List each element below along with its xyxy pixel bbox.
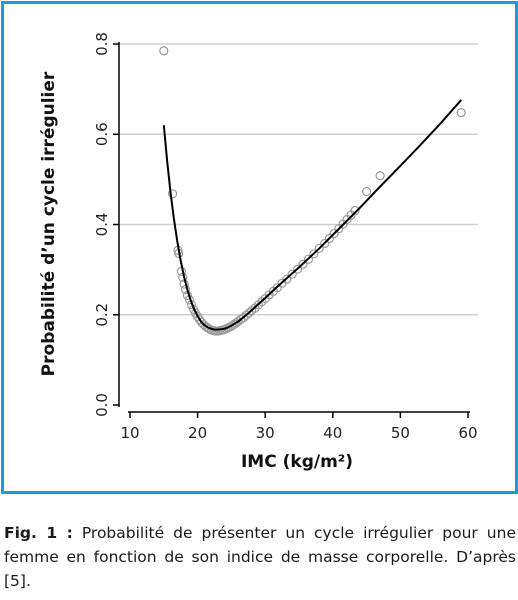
caption-text: Probabilité de présenter un cycle irrégu… (4, 524, 516, 590)
data-point (159, 46, 169, 56)
data-point (362, 186, 372, 197)
data-point (293, 264, 303, 274)
y-tick-label: 0.4 (93, 213, 111, 237)
data-point (329, 228, 339, 239)
y-tick-label: 0.8 (93, 32, 111, 56)
data-point (314, 243, 324, 254)
x-tick-label: 10 (120, 424, 139, 442)
data-point (375, 171, 385, 181)
data-point (282, 274, 292, 284)
y-tick-label: 0.0 (93, 393, 111, 417)
axes (113, 42, 470, 418)
x-tick-label: 20 (188, 424, 207, 442)
tick-labels: 0.0 0.2 0.4 0.6 0.8 10 20 30 40 50 60 (93, 32, 478, 442)
figure-frame: 0.0 0.2 0.4 0.6 0.8 10 20 30 40 50 60 IMC (kg/m²) … (1, 1, 518, 494)
data-point (244, 308, 254, 318)
data-point (456, 107, 466, 118)
y-axis-title: Probabilité d’un cycle irrégulier (39, 71, 59, 376)
fit-curve (162, 99, 462, 331)
data-point (324, 233, 335, 244)
x-tick-label: 60 (458, 424, 477, 442)
x-axis-title: IMC (kg/m²) (241, 452, 353, 472)
caption-label: Fig. 1 : (4, 524, 73, 542)
fit-curve-path (162, 99, 462, 331)
data-point (303, 254, 314, 264)
x-tick-label: 50 (391, 424, 410, 442)
data-point (309, 249, 319, 259)
x-tick-label: 40 (323, 424, 342, 442)
x-tick-label: 30 (256, 424, 275, 442)
data-point (298, 259, 308, 269)
data-points (159, 46, 466, 336)
data-point (350, 205, 360, 216)
data-point (241, 310, 251, 320)
grid-lines (119, 43, 478, 316)
data-point (238, 312, 249, 323)
data-point (167, 189, 178, 199)
data-point (320, 238, 330, 249)
data-point (287, 269, 297, 279)
chart: 0.00.20.40.60.810 20 30 40 50 60 IMC (kg/m²) … (39, 32, 478, 472)
y-tick-label: 0.6 (93, 122, 111, 146)
y-tick-label: 0.2 (93, 303, 111, 327)
figure-caption: Fig. 1 : Probabilité de présenter un cyc… (4, 521, 516, 593)
